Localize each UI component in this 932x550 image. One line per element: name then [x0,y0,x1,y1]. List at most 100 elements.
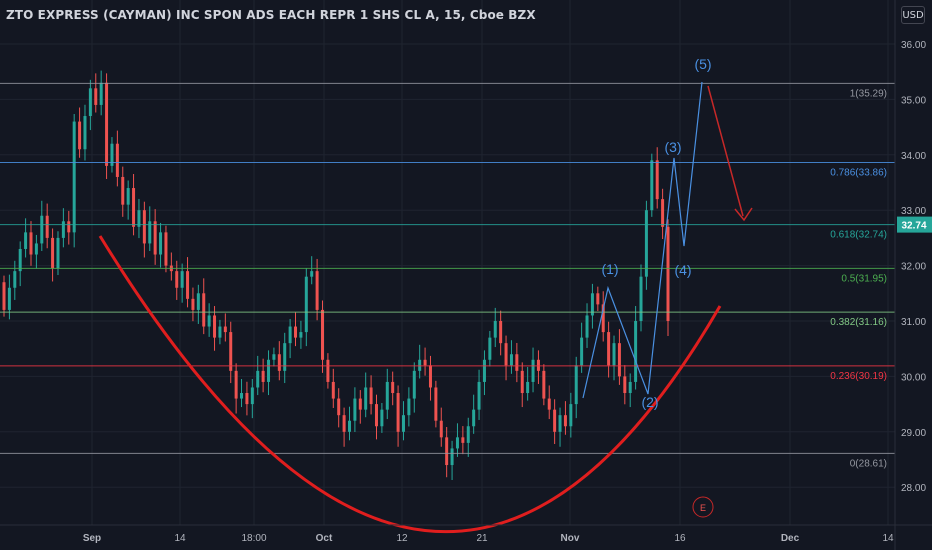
x-tick-label: Oct [316,533,333,544]
fib-level-label: 0.382(31.16) [830,317,887,328]
candle-body [196,293,200,310]
candle-body [423,359,427,366]
candle-body [18,248,22,272]
candle-body [337,398,341,416]
candle-body [553,409,557,432]
candle-body [272,354,276,360]
events-marker[interactable] [692,496,714,518]
candle-body [207,315,211,327]
candle-body [51,237,55,269]
candle-body [256,370,260,388]
wave-label: (5) [694,56,711,72]
candle-body [288,326,292,344]
candle-body [623,376,627,394]
candle-body [607,332,611,366]
candle-body [202,293,206,327]
y-tick-label: 28.00 [901,483,926,494]
candle-body [72,121,76,233]
fib-level-label: 0.786(33.86) [830,168,887,179]
cup-curve [98,235,722,534]
candle-body [450,448,454,466]
candle-body [580,337,584,366]
candle-body [358,398,362,410]
wave-label: (3) [664,139,681,155]
x-tick-label: Nov [561,533,580,544]
candle-body [396,393,400,432]
candle-body [666,226,670,321]
candle-body [261,370,265,382]
candle-body [639,276,643,321]
y-tick-label: 35.00 [901,95,926,106]
candle-body [2,282,6,310]
candle-body [504,343,508,366]
x-tick-label: Dec [781,533,800,544]
fib-level-label: 0.236(30.19) [830,371,887,382]
candle-body [515,354,519,371]
candle-body [299,332,303,338]
candle-body [164,232,168,266]
candle-body [180,271,184,288]
candle-body [132,188,136,227]
candle-body [536,359,540,371]
y-tick-label: 31.00 [901,317,926,328]
candle-body [88,88,92,117]
candle-body [67,221,71,233]
candle-body [499,321,503,344]
candle-body [526,381,530,394]
candle-body [126,188,130,205]
y-tick-label: 33.00 [901,206,926,217]
candle-body [466,426,470,443]
candle-body [617,343,621,377]
candle-body [13,271,17,288]
candle-body [240,393,244,399]
candle-body [310,271,314,277]
candle-body [342,415,346,432]
candle-body [585,315,589,338]
y-tick-label: 29.00 [901,428,926,439]
fib-level-label: 0.618(32.74) [830,230,887,241]
candle-body [644,210,648,277]
events-marker-label: E [700,503,706,513]
candle-body [596,293,600,305]
projection-arrow-line [707,85,744,217]
current-price-label: 32.74 [901,221,926,232]
candle-body [24,232,28,249]
y-tick-label: 36.00 [901,40,926,51]
candle-body [121,176,125,205]
candle-body [542,370,546,399]
candle-body [574,365,578,405]
candle-body [331,381,335,399]
candle-body [563,415,567,427]
candle-body [412,370,416,399]
candle-body [223,326,227,333]
candle-body [634,321,638,382]
candle-body [229,332,233,371]
candle-body [391,381,395,394]
candle-body [488,337,492,360]
candle-body [94,88,98,105]
candle-body [137,210,141,227]
candle-body [142,210,146,244]
candle-body [380,409,384,427]
y-tick-label: 30.00 [901,372,926,383]
chart-title: ZTO EXPRESS (CAYMAN) INC SPON ADS EACH R… [6,8,536,22]
candle-body [321,309,325,360]
x-tick-label: Sep [83,533,101,544]
fib-level-label: 0.5(31.95) [841,273,887,284]
candle-body [439,420,443,438]
currency-button[interactable]: USD [901,6,925,24]
candle-body [115,143,119,177]
candle-body [569,404,573,427]
candle-body [477,381,481,410]
candle-body [347,420,351,432]
candle-body [369,387,373,405]
x-tick-label: 16 [674,533,686,544]
candle-body [83,116,87,150]
candle-body [650,160,654,211]
candle-body [385,381,389,410]
candle-body [45,215,49,238]
x-tick-label: 12 [396,533,408,544]
candle-body [590,293,594,316]
